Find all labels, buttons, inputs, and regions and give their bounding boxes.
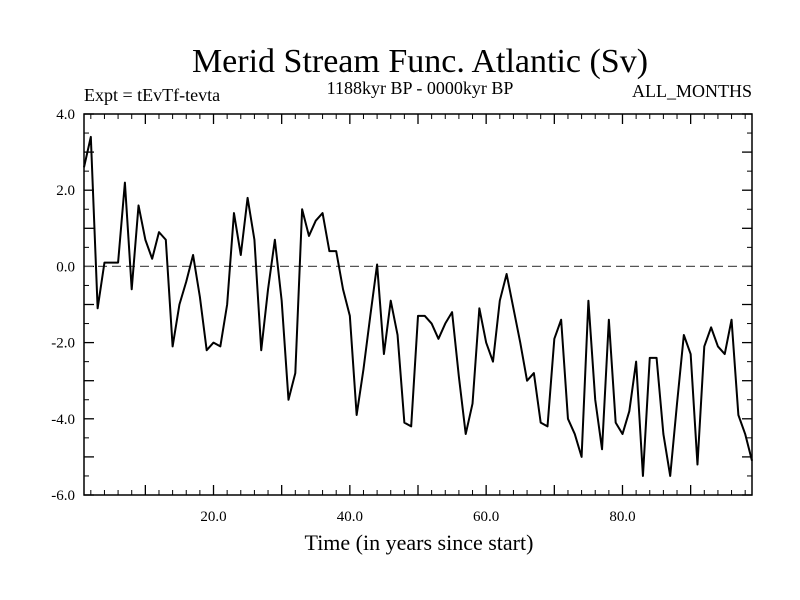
x-axis-label: Time (in years since start) [305,530,534,555]
y-tick-label: 0.0 [56,259,75,275]
plot-frame [83,113,753,496]
y-tick-label: -4.0 [51,412,75,428]
tick-labels-layer: 20.0 40.0 60.0 80.0 4.0 2.0 0.0 -2.0 -4.0 -6.0 [51,107,635,525]
x-tick-label: 60.0 [473,509,499,525]
x-tick-label: 40.0 [337,509,363,525]
chart-title: Merid Stream Func. Atlantic (Sv) [192,43,648,80]
ticks-layer [84,113,752,496]
x-tick-label: 20.0 [200,509,226,525]
chart-subtitle-right: ALL_MONTHS [632,81,752,101]
chart-subtitle-left: Expt = tEvTf-tevta [84,85,220,105]
y-tick-label: -2.0 [51,336,75,352]
y-tick-label: 4.0 [56,107,75,123]
chart-subtitle-center: 1188kyr BP - 0000kyr BP [327,78,514,98]
y-tick-label: -6.0 [51,488,75,504]
y-tick-label: 2.0 [56,183,75,199]
series-line [83,135,753,477]
x-tick-label: 80.0 [609,509,635,525]
